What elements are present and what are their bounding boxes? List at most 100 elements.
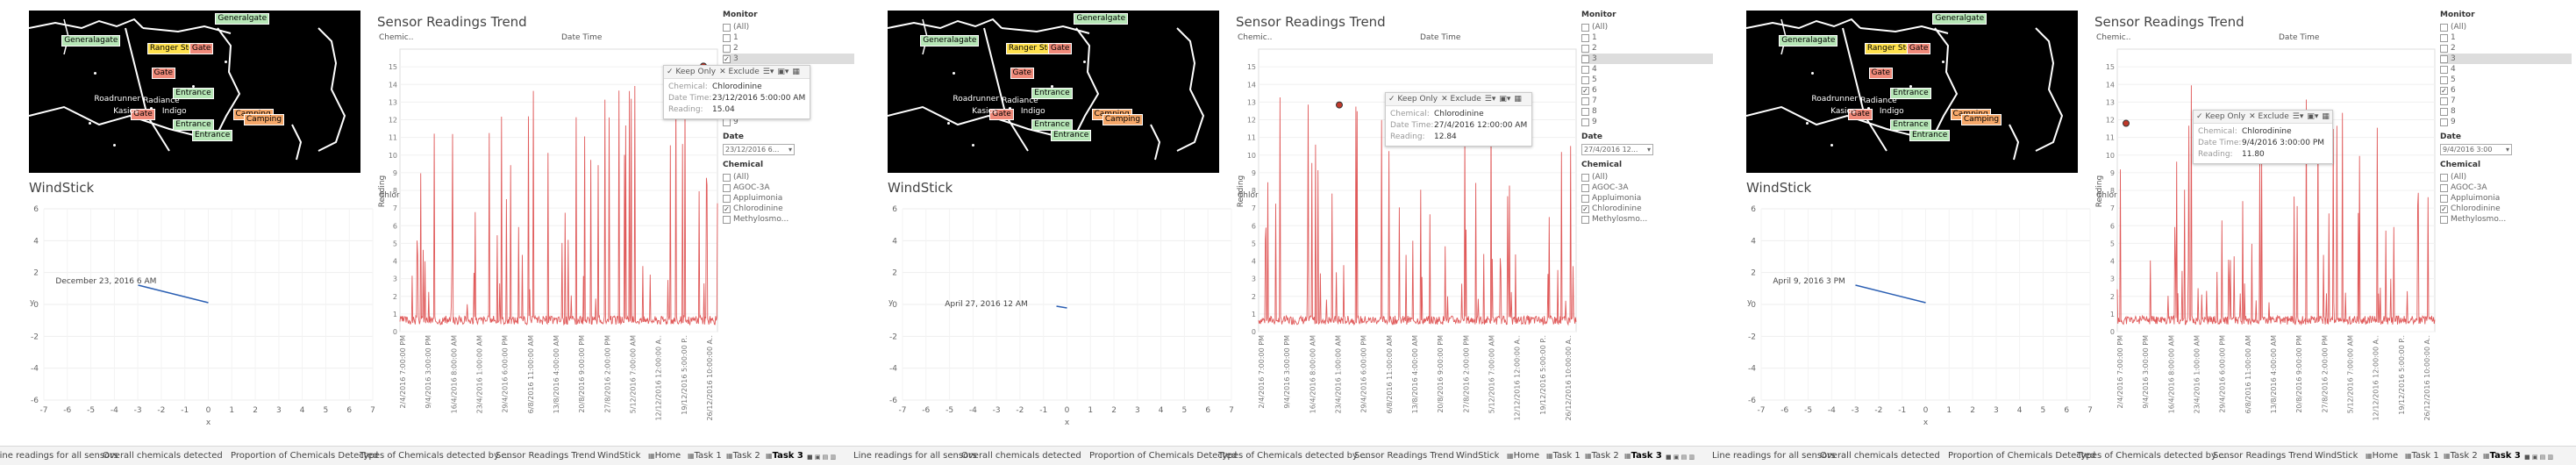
map-label-gate[interactable]: Gate bbox=[189, 43, 214, 55]
checkbox[interactable] bbox=[723, 33, 731, 42]
checkbox[interactable] bbox=[1581, 23, 1589, 32]
map-label-entrance[interactable]: Entrance bbox=[173, 119, 214, 131]
map-label-ranger-stop[interactable]: Ranger Stop bbox=[146, 43, 202, 55]
set-icon[interactable]: ▣▾ bbox=[777, 68, 789, 76]
chemical-option[interactable]: (All) bbox=[723, 172, 854, 182]
tab-line-readings-for-all-sensors[interactable]: Line readings for all sensors bbox=[0, 451, 118, 461]
monitor-option[interactable]: (All) bbox=[723, 22, 854, 32]
date-dropdown[interactable]: 23/12/2016 6... ▾ bbox=[723, 144, 795, 155]
checkbox[interactable] bbox=[2440, 75, 2448, 84]
chemical-option[interactable]: AGOC-3A bbox=[723, 182, 854, 193]
checkbox[interactable] bbox=[723, 194, 731, 203]
monitor-option[interactable]: 8 bbox=[2440, 106, 2572, 117]
sensor-marker[interactable] bbox=[1942, 61, 1945, 64]
sensor-marker[interactable] bbox=[149, 107, 153, 111]
monitor-option[interactable]: 8 bbox=[1581, 106, 1713, 117]
date-dropdown[interactable]: 27/4/2016 12... ▾ bbox=[1581, 144, 1653, 155]
date-dropdown[interactable]: 9/4/2016 3:00 ▾ bbox=[2440, 144, 2512, 155]
sensor-marker[interactable] bbox=[192, 85, 195, 89]
checkbox[interactable] bbox=[2440, 183, 2448, 192]
sensor-marker[interactable] bbox=[947, 122, 951, 125]
tab-nav-icon[interactable]: ■ ▣ ▤ ▥ bbox=[807, 454, 837, 461]
map-label-gate[interactable]: Gate bbox=[1848, 108, 1873, 120]
map-label-ranger-stop[interactable]: Ranger Stop bbox=[1005, 43, 1060, 55]
map-label-generalgate[interactable]: Generalgate bbox=[1932, 13, 1987, 25]
series-line-chlorodinine[interactable] bbox=[2116, 85, 2436, 326]
tab-task-2[interactable]: Task 2 bbox=[2444, 451, 2478, 461]
tab-task-3[interactable]: Task 3 bbox=[766, 451, 803, 461]
tab-task-2[interactable]: Task 2 bbox=[726, 451, 760, 461]
map-label-gate[interactable]: Gate bbox=[1047, 43, 1073, 55]
map-label-entrance[interactable]: Entrance bbox=[1031, 119, 1073, 131]
monitor-option[interactable]: (All) bbox=[2440, 22, 2572, 32]
map-label-gate[interactable]: Gate bbox=[1010, 68, 1035, 80]
checkbox[interactable] bbox=[723, 44, 731, 53]
tab-windstick[interactable]: WindStick bbox=[597, 451, 641, 461]
selected-data-point[interactable] bbox=[2123, 119, 2130, 127]
map-label-entrance[interactable]: Entrance bbox=[1909, 130, 1951, 142]
tab-types-of-chemicals-detected-by[interactable]: Types of Chemicals detected by ... bbox=[2077, 451, 2228, 461]
sensor-marker[interactable] bbox=[1083, 61, 1087, 64]
sensor-marker[interactable] bbox=[225, 61, 228, 64]
monitor-option[interactable]: 9 bbox=[1581, 117, 1713, 127]
sensor-marker[interactable] bbox=[972, 143, 975, 147]
tab-nav-icon[interactable]: ■ ▣ ▤ ▥ bbox=[1666, 454, 1695, 461]
tab-task-1[interactable]: Task 1 bbox=[688, 451, 722, 461]
map-label-ranger-stop[interactable]: Ranger Stop bbox=[1864, 43, 1919, 55]
checkbox[interactable] bbox=[1581, 54, 1589, 63]
checkbox[interactable] bbox=[2440, 118, 2448, 126]
map-label-generalagate[interactable]: Generalagate bbox=[61, 34, 121, 46]
tab-task-2[interactable]: Task 2 bbox=[1585, 451, 1619, 461]
monitor-option[interactable]: 4 bbox=[2440, 64, 2572, 75]
set-icon[interactable]: ▣▾ bbox=[2307, 112, 2319, 121]
checkbox[interactable] bbox=[2440, 65, 2448, 74]
chemical-option[interactable]: Appluimonia bbox=[723, 193, 854, 204]
monitor-option[interactable]: 7 bbox=[2440, 96, 2572, 106]
monitor-option[interactable]: 1 bbox=[2440, 32, 2572, 43]
map-label-generalagate[interactable]: Generalagate bbox=[920, 34, 980, 46]
chemical-option[interactable]: Methylosmo... bbox=[723, 214, 854, 225]
map-label-entrance[interactable]: Entrance bbox=[1890, 88, 1931, 100]
monitor-option[interactable]: ✓ 6 bbox=[1581, 86, 1597, 95]
set-icon[interactable]: ▣▾ bbox=[1499, 95, 1511, 104]
chemical-option[interactable]: ✓ Chlorodinine bbox=[1581, 204, 1642, 213]
view-data-icon[interactable]: ▦ bbox=[1514, 95, 1522, 104]
checkbox[interactable] bbox=[2440, 33, 2448, 42]
monitor-option[interactable]: 7 bbox=[1581, 96, 1713, 106]
group-icon[interactable]: ☰▾ bbox=[1484, 95, 1496, 104]
map-label-entrance[interactable]: Entrance bbox=[1051, 130, 1092, 142]
sensor-marker[interactable] bbox=[1811, 71, 1815, 75]
checkbox[interactable]: ✓ bbox=[2440, 86, 2448, 95]
checkbox[interactable] bbox=[1581, 65, 1589, 74]
checkbox[interactable]: ✓ bbox=[1581, 86, 1589, 95]
checkbox[interactable] bbox=[2440, 215, 2448, 224]
exclude-button[interactable]: ✕ Exclude bbox=[1441, 95, 1481, 104]
monitor-option[interactable]: 1 bbox=[1581, 32, 1713, 43]
tab-windstick[interactable]: WindStick bbox=[1456, 451, 1500, 461]
wind-vector[interactable] bbox=[1855, 284, 1926, 304]
series-line-chlorodinine[interactable] bbox=[1258, 97, 1577, 326]
map-label-entrance[interactable]: Entrance bbox=[173, 88, 214, 100]
monitor-option[interactable]: 9 bbox=[2440, 117, 2572, 127]
map-label-camping[interactable]: Camping bbox=[1960, 113, 2002, 125]
monitor-option[interactable]: 1 bbox=[723, 32, 854, 43]
tab-line-readings-for-all-sensors[interactable]: Line readings for all sensors bbox=[853, 451, 977, 461]
monitor-option[interactable]: 2 bbox=[2440, 43, 2572, 54]
tab-proportion-of-chemicals-detected[interactable]: Proportion of Chemicals Detected bbox=[1948, 451, 2096, 461]
tab-sensor-readings-trend[interactable]: Sensor Readings Trend bbox=[1354, 451, 1454, 461]
monitor-option[interactable]: 5 bbox=[2440, 75, 2572, 85]
sensor-marker[interactable] bbox=[89, 122, 92, 125]
tab-home[interactable]: Home bbox=[648, 451, 681, 461]
checkbox[interactable]: ✓ bbox=[2440, 204, 2448, 213]
view-data-icon[interactable]: ▦ bbox=[2322, 112, 2330, 121]
map-label-generalgate[interactable]: Generalgate bbox=[1074, 13, 1129, 25]
series-line-chlorodinine[interactable] bbox=[399, 85, 718, 326]
view-data-icon[interactable]: ▦ bbox=[792, 68, 800, 76]
tab-task-1[interactable]: Task 1 bbox=[2405, 451, 2439, 461]
checkbox[interactable] bbox=[2440, 54, 2448, 63]
map-label-entrance[interactable]: Entrance bbox=[1031, 88, 1073, 100]
checkbox[interactable]: ✓ bbox=[1581, 204, 1589, 213]
sensor-map[interactable]: Generalagate Generalgate Ranger Stop Gate Ga… bbox=[1746, 11, 2078, 173]
sensor-marker[interactable] bbox=[94, 71, 97, 75]
monitor-option[interactable]: 3 bbox=[2440, 54, 2572, 64]
